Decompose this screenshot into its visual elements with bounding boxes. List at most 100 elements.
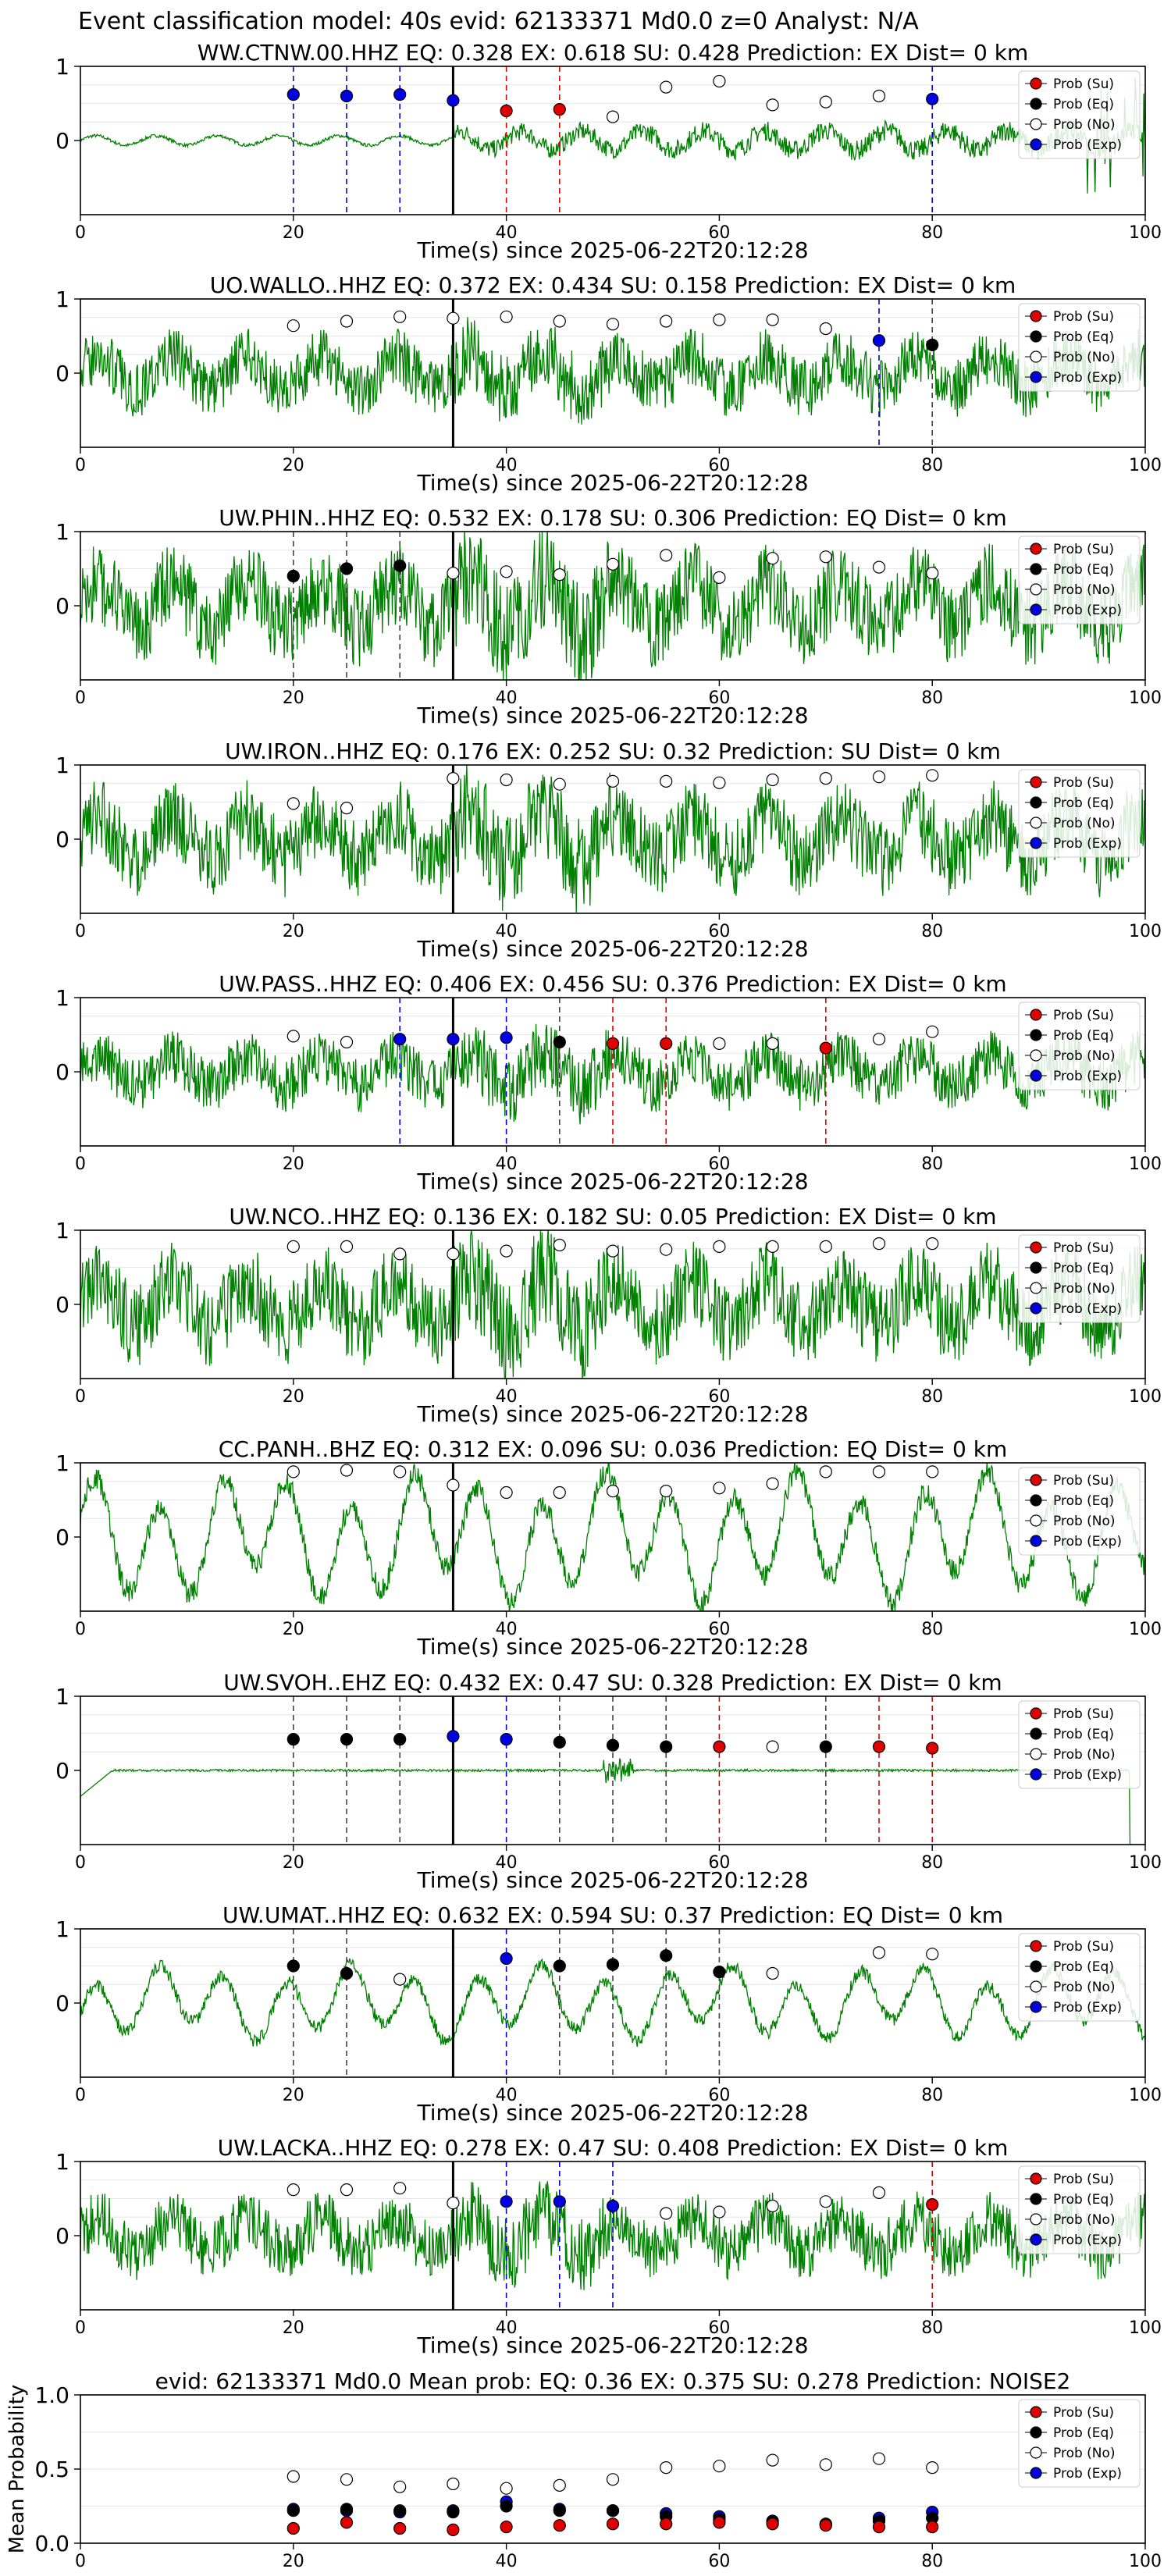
panel-title: UW.NCO..HHZ EQ: 0.136 EX: 0.182 SU: 0.05… <box>229 1204 996 1229</box>
mean-prob-marker-no <box>660 2461 673 2475</box>
prob-marker-eq <box>553 1735 566 1749</box>
mean-prob-marker-no <box>766 2453 779 2467</box>
prob-marker-eq <box>819 1740 832 1753</box>
mean-prob-marker-su <box>713 2516 726 2529</box>
legend-label: Prob (Su) <box>1053 775 1114 791</box>
legend-marker-su <box>1030 543 1042 555</box>
legend: Prob (Su) Prob (Eq) Prob (No) Prob (Exp) <box>1018 1234 1141 1323</box>
prob-marker-no <box>872 89 886 103</box>
prob-marker-no <box>926 769 939 782</box>
x-axis-label: Time(s) since 2025-06-22T20:12:28 <box>416 470 808 496</box>
x-axis-label: Time(s) since 2025-06-22T20:12:28 <box>416 2100 808 2126</box>
x-tick-label: 40 <box>496 1387 518 1407</box>
legend-marker-no <box>1030 1514 1042 1527</box>
legend: Prob (Su) Prob (Eq) Prob (No) Prob (Exp) <box>1018 303 1141 392</box>
y-tick-label: 0 <box>55 1292 69 1318</box>
prob-marker-eq <box>553 1959 566 1973</box>
panel-title: WW.CTNW.00.HHZ EQ: 0.328 EX: 0.618 SU: 0… <box>198 40 1028 66</box>
mean-prob-marker-su <box>819 2519 832 2532</box>
legend-label: Prob (Eq) <box>1053 1959 1114 1975</box>
station-panel-UW.IRON..HHZ: UW.IRON..HHZ EQ: 0.176 EX: 0.252 SU: 0.3… <box>55 738 1162 962</box>
prob-marker-su <box>872 1740 886 1753</box>
mean-prob-marker-eq <box>340 2503 354 2516</box>
prob-marker-no <box>872 1946 886 1959</box>
mean-prob-marker-su <box>553 2519 566 2532</box>
mean-prob-marker-su <box>287 2521 300 2535</box>
figure-suptitle: Event classification model: 40s evid: 62… <box>78 8 919 35</box>
x-tick-label: 40 <box>496 1155 518 1174</box>
panel-title: UW.IRON..HHZ EQ: 0.176 EX: 0.252 SU: 0.3… <box>225 738 1001 764</box>
legend-marker-su <box>1030 1474 1042 1486</box>
prob-marker-no <box>447 567 460 580</box>
x-tick-label: 80 <box>921 223 943 243</box>
legend: Prob (Su) Prob (Eq) Prob (No) Prob (Exp) <box>1018 2399 1141 2488</box>
station-panel-UW.PHIN..HHZ: UW.PHIN..HHZ EQ: 0.532 EX: 0.178 SU: 0.3… <box>55 505 1162 728</box>
prob-marker-no <box>287 1030 300 1043</box>
prob-marker-no <box>447 1247 460 1261</box>
x-tick-label: 80 <box>921 688 943 708</box>
x-tick-label: 60 <box>708 2086 730 2105</box>
x-tick-label: 100 <box>1129 456 1162 475</box>
prob-marker-no <box>447 311 460 325</box>
legend-label: Prob (Eq) <box>1053 562 1114 578</box>
panel-title: UO.WALLO..HHZ EQ: 0.372 EX: 0.434 SU: 0.… <box>210 272 1016 298</box>
x-tick-label: 0 <box>75 223 86 243</box>
prob-marker-no <box>500 310 513 323</box>
mean-prob-marker-no <box>819 2458 832 2471</box>
prob-marker-eq <box>553 1035 566 1049</box>
prob-marker-no <box>553 777 566 791</box>
prob-marker-eq <box>287 1733 300 1746</box>
legend-marker-eq <box>1030 1960 1042 1973</box>
prob-marker-no <box>393 1247 407 1261</box>
y-tick-label: 1 <box>55 985 69 1011</box>
prob-marker-exp <box>926 92 939 105</box>
x-tick-label: 40 <box>496 688 518 708</box>
y-tick-label: 1 <box>55 54 69 80</box>
y-tick-label: 1 <box>55 2149 69 2175</box>
prob-marker-no <box>447 2197 460 2210</box>
station-panel-CC.PANH..BHZ: CC.PANH..BHZ EQ: 0.312 EX: 0.096 SU: 0.0… <box>55 1436 1162 1660</box>
prob-marker-no <box>553 315 566 328</box>
legend-marker-no <box>1030 350 1042 363</box>
x-tick-label: 20 <box>283 1853 304 1873</box>
prob-marker-no <box>819 95 832 109</box>
legend-box <box>1018 303 1141 392</box>
legend-label: Prob (Exp) <box>1053 1534 1122 1550</box>
x-tick-label: 60 <box>708 223 730 243</box>
mean-prob-marker-no <box>553 2478 566 2492</box>
legend-label: Prob (Su) <box>1053 2405 1114 2421</box>
x-tick-label: 100 <box>1129 922 1162 941</box>
station-panel-UW.LACKA..HHZ: UW.LACKA..HHZ EQ: 0.278 EX: 0.47 SU: 0.4… <box>55 2135 1162 2358</box>
y-tick-label: 0 <box>55 361 69 386</box>
legend-label: Prob (Su) <box>1053 542 1114 557</box>
legend-box <box>1018 1002 1141 1091</box>
legend-label: Prob (No) <box>1053 1980 1116 1995</box>
prob-marker-no <box>500 565 513 578</box>
y-tick-label: 1 <box>55 286 69 312</box>
mean-prob-marker-no <box>606 2473 620 2486</box>
y-tick-label: 0 <box>55 1991 69 2016</box>
mean-prob-marker-no <box>872 2452 886 2465</box>
prob-marker-exp <box>447 1033 460 1046</box>
legend-label: Prob (Su) <box>1053 76 1114 92</box>
legend-marker-eq <box>1030 1727 1042 1740</box>
legend-marker-eq <box>1030 2426 1042 2439</box>
prob-marker-no <box>819 771 832 785</box>
prob-marker-no <box>660 774 673 788</box>
prob-marker-su <box>660 1037 673 1051</box>
legend-label: Prob (Su) <box>1053 1473 1114 1489</box>
x-tick-label: 20 <box>283 1387 304 1407</box>
prob-marker-no <box>340 2183 354 2197</box>
legend-marker-su <box>1030 1009 1042 1021</box>
waveform-trace <box>80 765 1145 913</box>
x-tick-label: 20 <box>283 2318 304 2338</box>
legend-label: Prob (No) <box>1053 1281 1116 1297</box>
x-axis-label: Time(s) since 2025-06-22T20:12:28 <box>416 1867 808 1893</box>
x-tick-label: 0 <box>75 1853 86 1873</box>
legend-box <box>1018 1234 1141 1323</box>
y-axis-label: Mean Probability <box>5 2385 29 2554</box>
legend-label: Prob (Exp) <box>1053 370 1122 386</box>
legend-label: Prob (Eq) <box>1053 2192 1114 2208</box>
legend-marker-su <box>1030 1241 1042 1254</box>
mean-prob-marker-eq <box>393 2504 407 2517</box>
